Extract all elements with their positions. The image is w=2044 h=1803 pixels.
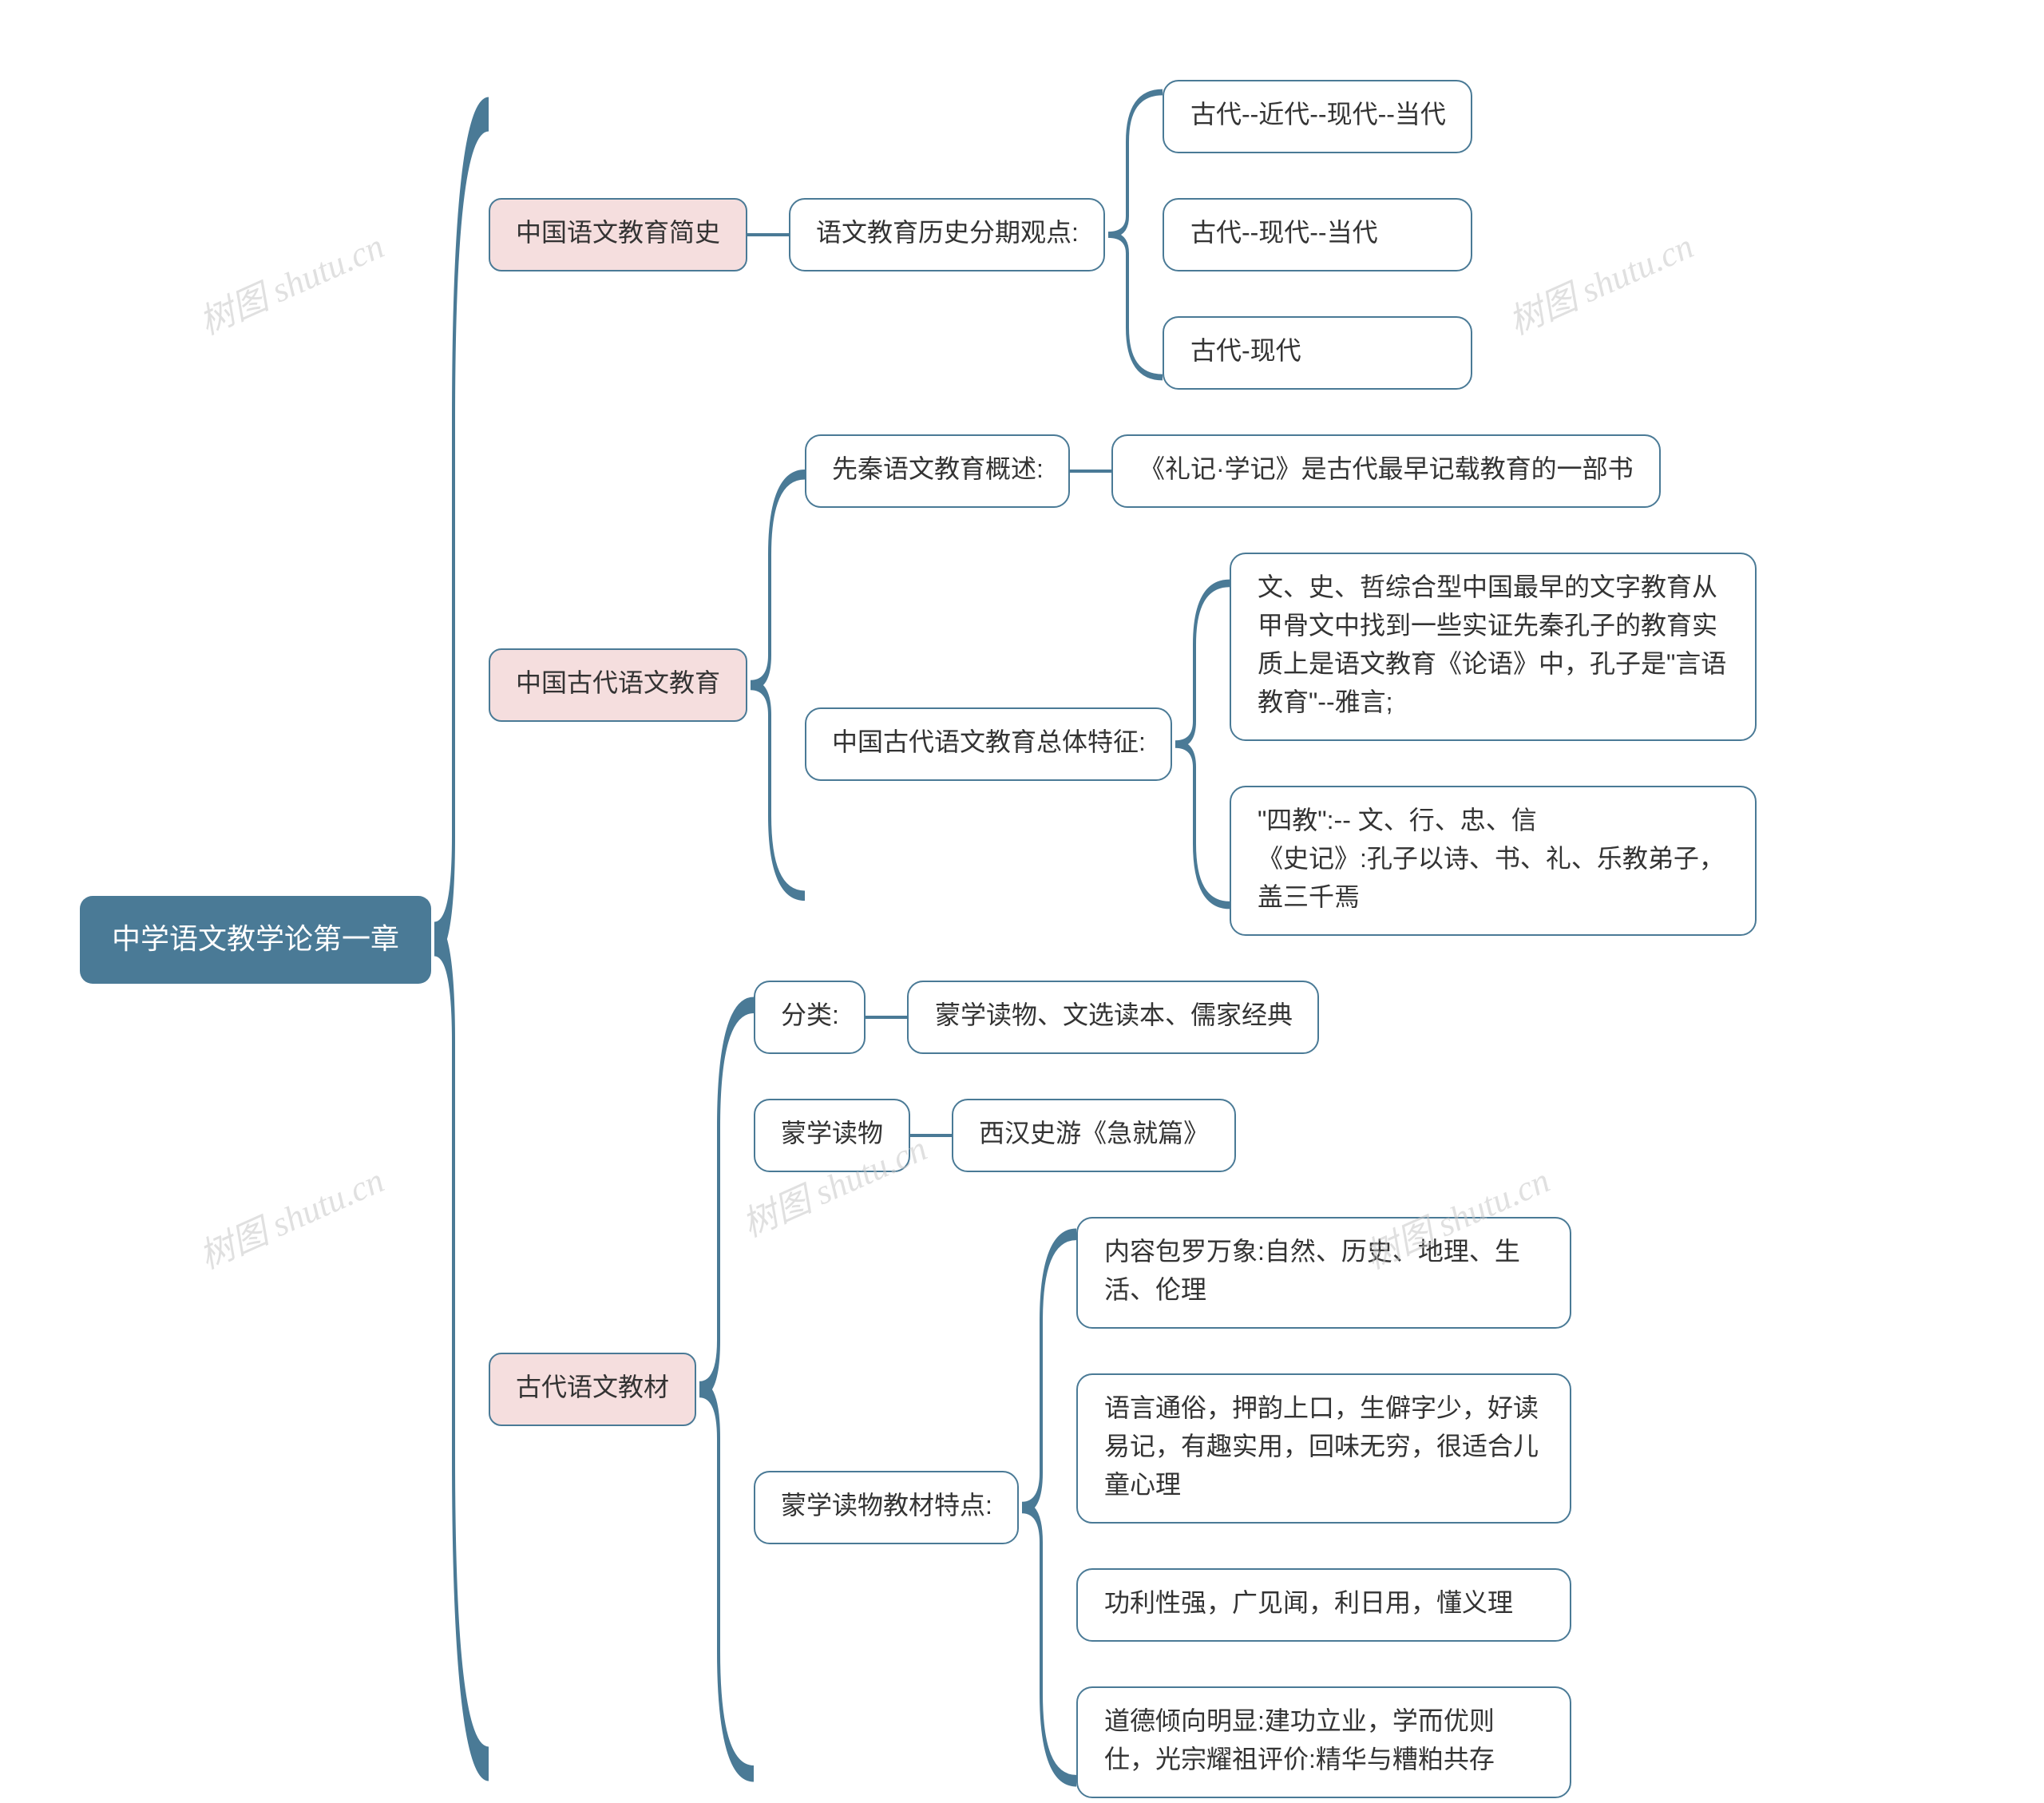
connector: [866, 1016, 908, 1019]
b3-c1-title: 分类:: [754, 981, 866, 1054]
mindmap-root-container: 中学语文教学论第一章 中国语文教育简史 语文教育历史分期观点: 古代--近代--…: [80, 80, 2044, 1798]
b3-c3: 蒙学读物教材特点: 内容包罗万象:自然、历史、地理、生活、伦理 语言通俗，押韵上…: [754, 1217, 1572, 1798]
leaf-item: "四教":-- 文、行、忠、信 《史记》:孔子以诗、书、礼、乐教弟子，盖三千焉: [1230, 786, 1757, 936]
connector: [910, 1134, 952, 1137]
b3-c2-item: 西汉史游《急就篇》: [952, 1099, 1236, 1172]
b2-children: 先秦语文教育概述: 《礼记·学记》是古代最早记载教育的一部书 中国古代语文教育总…: [805, 434, 1757, 936]
leaf-item: 文、史、哲综合型中国最早的文字教育从甲骨文中找到一些实证先秦孔子的教育实质上是语…: [1230, 553, 1757, 741]
leaf-item: 道德倾向明显:建功立业，学而优则仕，光宗耀祖评价:精华与糟粕共存: [1077, 1686, 1572, 1798]
b3-c1-item: 蒙学读物、文选读本、儒家经典: [908, 981, 1320, 1054]
brace-b3: [696, 981, 754, 1798]
b3-c2: 蒙学读物 西汉史游《急就篇》: [754, 1099, 1572, 1172]
leaf-item: 功利性强，广见闻，利日用，懂义理: [1077, 1568, 1572, 1642]
b2-title: 中国古代语文教育: [489, 648, 747, 722]
connector: [747, 233, 789, 236]
b1-c1-title: 语文教育历史分期观点:: [789, 198, 1106, 271]
leaf-item: 内容包罗万象:自然、历史、地理、生活、伦理: [1077, 1217, 1572, 1329]
b2-c1: 先秦语文教育概述: 《礼记·学记》是古代最早记载教育的一部书: [805, 434, 1757, 508]
branch-1: 中国语文教育简史 语文教育历史分期观点: 古代--近代--现代--当代 古代--…: [489, 80, 1757, 390]
brace-b1c1: [1106, 80, 1163, 390]
b2-c1-item: 《礼记·学记》是古代最早记载教育的一部书: [1112, 434, 1661, 508]
b3-c3-title: 蒙学读物教材特点:: [754, 1471, 1020, 1544]
level2-group: 中国语文教育简史 语文教育历史分期观点: 古代--近代--现代--当代 古代--…: [489, 80, 1757, 1798]
b2-c1-title: 先秦语文教育概述:: [805, 434, 1071, 508]
connector: [1071, 470, 1112, 473]
leaf-item: 语言通俗，押韵上口，生僻字少，好读易记，有趣实用，回味无穷，很适合儿童心理: [1077, 1373, 1572, 1524]
branch-2: 中国古代语文教育 先秦语文教育概述: 《礼记·学记》是古代最早记载教育的一部书 …: [489, 434, 1757, 936]
brace-b3c3: [1020, 1217, 1077, 1798]
leaf-item: 古代--现代--当代: [1163, 198, 1473, 271]
b3-title: 古代语文教材: [489, 1353, 696, 1426]
branch-3: 古代语文教材 分类: 蒙学读物、文选读本、儒家经典 蒙学读物 西汉史游《急就篇》: [489, 981, 1757, 1798]
b3-c2-title: 蒙学读物: [754, 1099, 910, 1172]
b3-children: 分类: 蒙学读物、文选读本、儒家经典 蒙学读物 西汉史游《急就篇》 蒙学读物教材…: [754, 981, 1572, 1798]
brace-root: [431, 80, 489, 1798]
b3-c3-items: 内容包罗万象:自然、历史、地理、生活、伦理 语言通俗，押韵上口，生僻字少，好读易…: [1077, 1217, 1572, 1798]
b2-c2-title: 中国古代语文教育总体特征:: [805, 707, 1173, 781]
b1-c1-items: 古代--近代--现代--当代 古代--现代--当代 古代-现代: [1163, 80, 1473, 390]
b2-c2-items: 文、史、哲综合型中国最早的文字教育从甲骨文中找到一些实证先秦孔子的教育实质上是语…: [1230, 553, 1757, 936]
leaf-item: 古代--近代--现代--当代: [1163, 80, 1473, 153]
leaf-item: 古代-现代: [1163, 316, 1473, 390]
brace-b2c2: [1173, 553, 1230, 936]
root-node: 中学语文教学论第一章: [80, 895, 431, 983]
b3-c1: 分类: 蒙学读物、文选读本、儒家经典: [754, 981, 1572, 1054]
b1-title: 中国语文教育简史: [489, 198, 747, 271]
brace-b2: [747, 434, 805, 936]
b2-c2: 中国古代语文教育总体特征: 文、史、哲综合型中国最早的文字教育从甲骨文中找到一些…: [805, 553, 1757, 936]
